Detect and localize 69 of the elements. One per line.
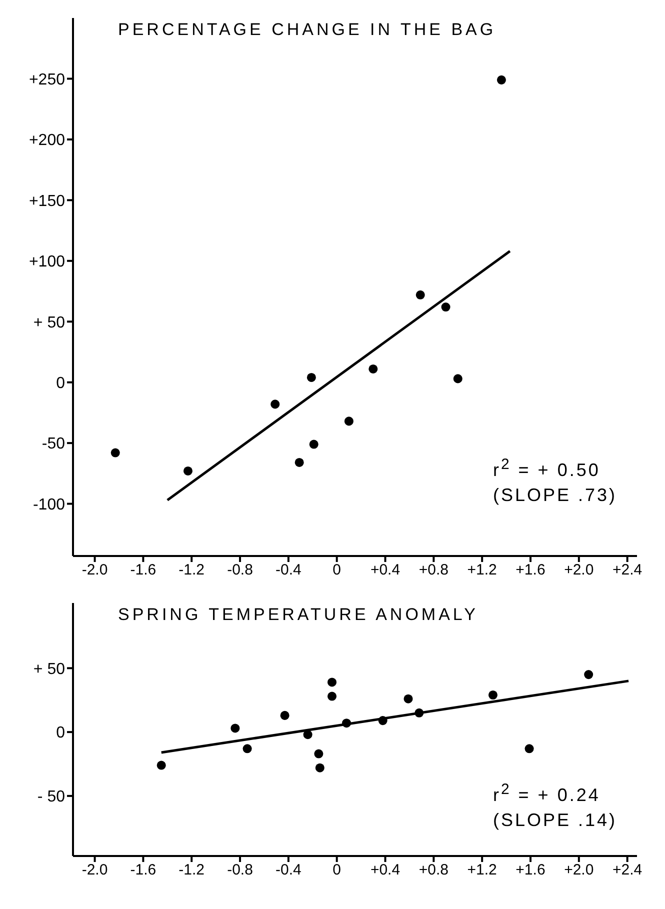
x-tick-label: 0	[332, 562, 342, 579]
point	[496, 75, 506, 84]
point	[453, 374, 462, 384]
point	[344, 416, 354, 426]
point	[242, 744, 252, 754]
x-tick-label: +2.0	[564, 862, 594, 879]
x-tick-label: +2.4	[612, 562, 642, 579]
point	[441, 302, 450, 312]
x-tick-label: -1.6	[130, 562, 156, 579]
x-tick-label: +1.6	[516, 862, 546, 879]
point	[303, 730, 312, 740]
x-tick-label: -0.8	[227, 862, 253, 879]
point	[294, 458, 304, 467]
point	[414, 708, 424, 718]
chart-title: PERCENTAGE CHANGE IN THE BAG	[118, 20, 496, 40]
x-tick-label: +2.4	[612, 862, 642, 879]
point	[183, 466, 192, 476]
x-tick-label: +0.8	[418, 862, 448, 879]
annotation: (SLOPE .73)	[492, 484, 617, 507]
x-tick-label: -0.8	[227, 562, 253, 579]
x-tick-label: +1.6	[516, 562, 546, 579]
point	[280, 710, 290, 720]
x-tick-label: -1.2	[178, 562, 205, 579]
point	[315, 763, 324, 772]
x-tick-label: +1.2	[467, 862, 497, 879]
y-tick-label: -100	[32, 496, 66, 514]
y-tick-label: +250	[28, 71, 66, 88]
point	[404, 694, 413, 704]
annotation: r$^{2}$ = + 0.24	[492, 780, 602, 807]
x-tick-label: +1.2	[467, 562, 497, 579]
chart-title: SPRING TEMPERATURE ANOMALY	[118, 605, 478, 625]
x-tick-label: +0.4	[370, 562, 400, 579]
y-tick-label: + 50	[33, 314, 66, 332]
x-tick-label: -0.4	[276, 562, 302, 579]
x-tick-label: -1.6	[130, 862, 156, 879]
x-tick-label: -0.4	[276, 862, 302, 879]
x-tick-label: +0.8	[418, 562, 448, 579]
point	[524, 744, 534, 754]
y-tick-label: 0	[56, 724, 66, 742]
x-tick-label: 0	[332, 862, 342, 879]
annotation: (SLOPE .14)	[492, 808, 617, 832]
point	[368, 364, 378, 374]
x-tick-label: -2.0	[82, 562, 108, 579]
annotation: r$^{2}$ = + 0.50	[492, 454, 602, 482]
point	[314, 749, 324, 758]
x-tick-label: +0.4	[370, 862, 400, 879]
point	[327, 678, 337, 687]
x-tick-label: -1.2	[178, 862, 205, 879]
y-tick-label: +150	[28, 192, 66, 210]
point	[110, 448, 120, 458]
point	[230, 724, 240, 733]
y-tick-label: 0	[56, 375, 66, 392]
point	[378, 716, 388, 726]
point	[342, 718, 352, 728]
x-tick-label: -2.0	[82, 862, 108, 879]
point	[156, 760, 166, 770]
point	[306, 372, 316, 382]
point	[416, 290, 425, 300]
y-tick-label: - 50	[37, 788, 66, 806]
point	[584, 670, 594, 680]
point	[488, 690, 498, 700]
x-tick-label: +2.0	[564, 562, 594, 579]
y-tick-label: +200	[28, 132, 66, 150]
y-tick-label: -50	[42, 436, 66, 453]
point	[309, 440, 318, 449]
point	[327, 692, 337, 701]
y-tick-label: + 50	[33, 660, 66, 678]
point	[270, 400, 280, 409]
y-tick-label: +100	[28, 254, 66, 271]
